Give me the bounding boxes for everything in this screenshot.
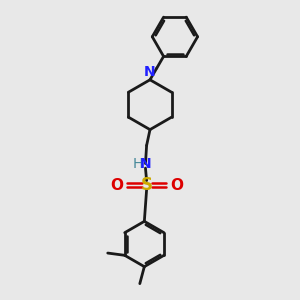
Text: N: N	[140, 157, 151, 171]
Text: S: S	[141, 176, 153, 194]
Text: H: H	[132, 157, 143, 171]
Text: N: N	[144, 65, 156, 79]
Text: O: O	[170, 178, 183, 193]
Text: O: O	[110, 178, 123, 193]
